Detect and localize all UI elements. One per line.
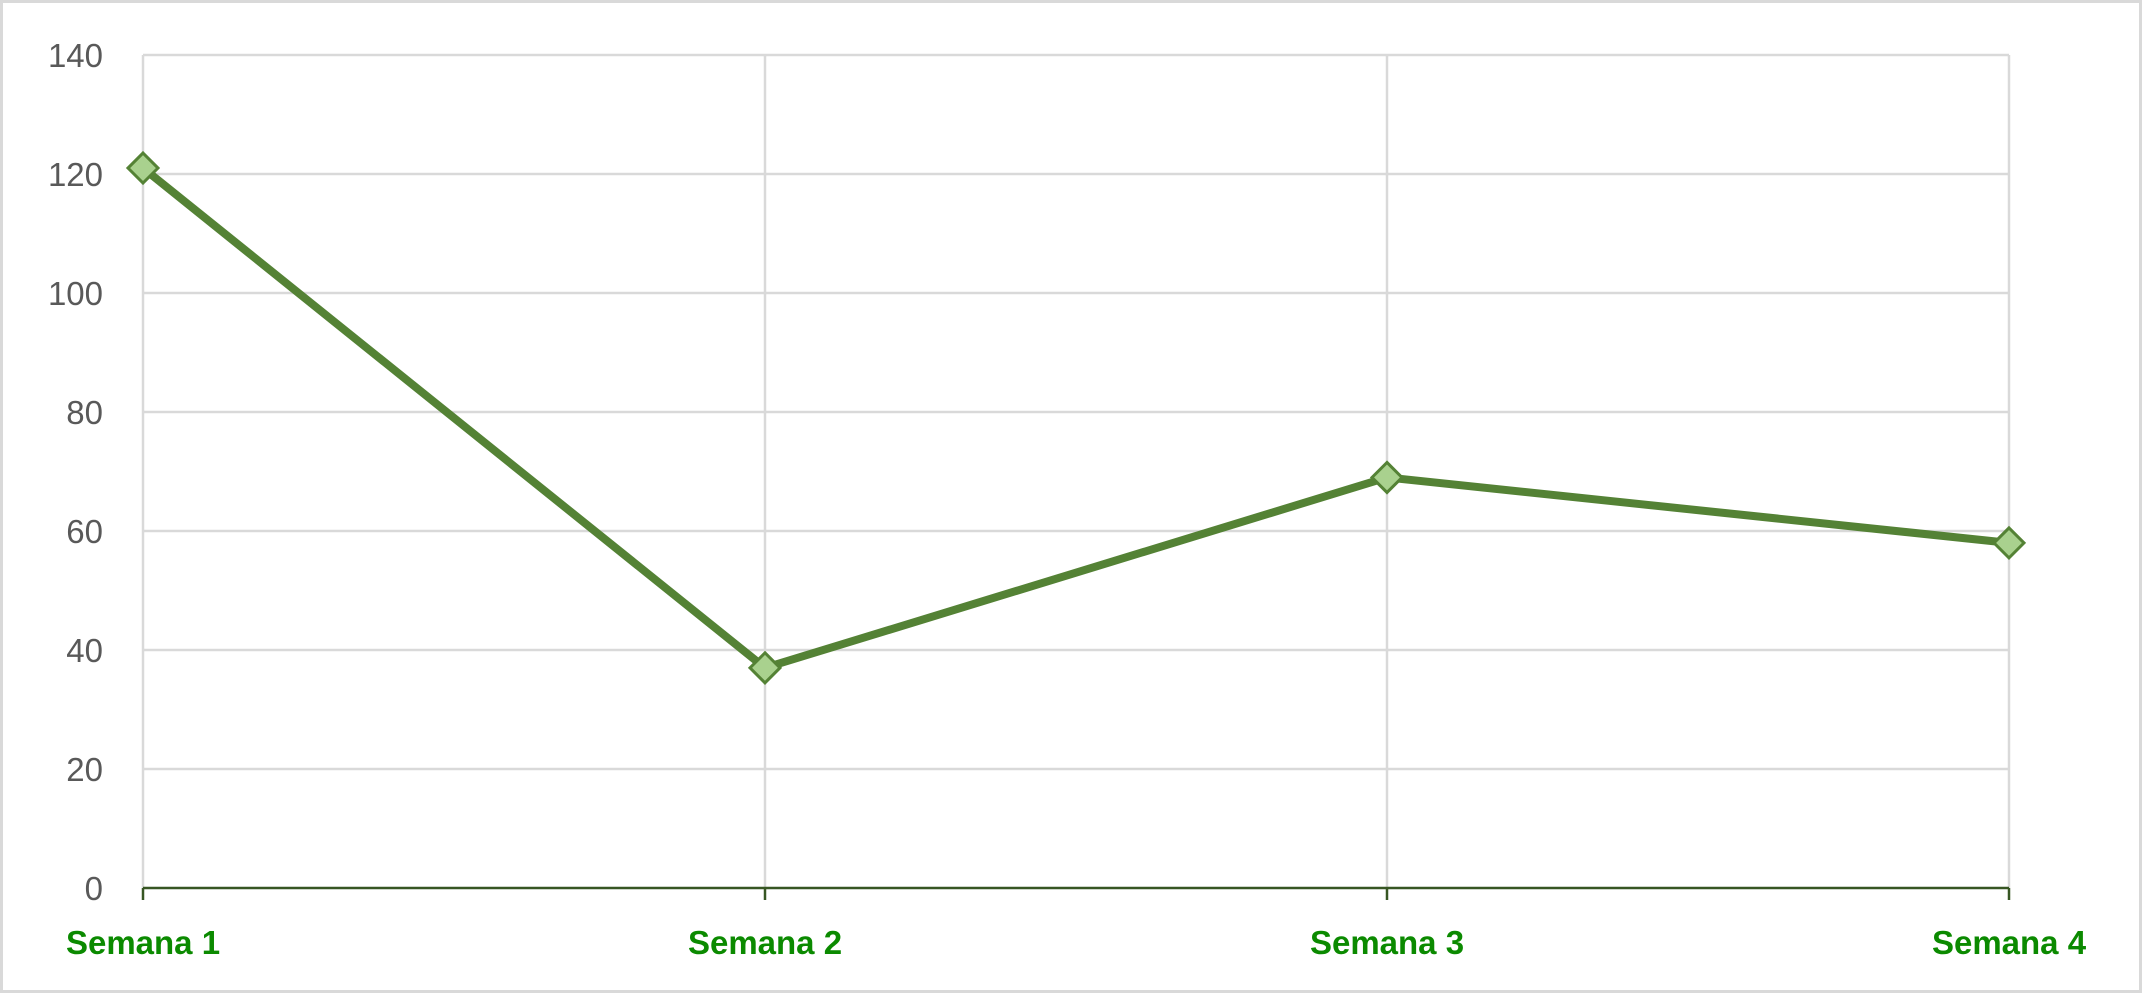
x-axis: [141, 886, 2011, 900]
y-tick-label: 60: [66, 513, 103, 550]
y-tick-label: 40: [66, 632, 103, 669]
y-tick-label: 100: [48, 275, 103, 312]
gridlines: [141, 53, 2011, 888]
data-point-marker: [125, 150, 161, 186]
x-tick-label: Semana 1: [66, 924, 220, 961]
x-axis-tick-labels: Semana 1 Semana 2 Semana 3 Semana 4: [66, 924, 2087, 961]
x-tick-label: Semana 3: [1310, 924, 1464, 961]
y-tick-label: 140: [48, 37, 103, 74]
x-tick-label: Semana 4: [1932, 924, 2087, 961]
y-tick-label: 0: [85, 870, 103, 907]
y-tick-label: 120: [48, 156, 103, 193]
y-tick-label: 20: [66, 751, 103, 788]
data-point-marker: [1369, 460, 1405, 495]
series-line: [139, 164, 2013, 672]
x-tick-label: Semana 2: [688, 924, 842, 961]
y-axis-tick-labels: 0 20 40 60 80 100 120 140: [48, 37, 103, 907]
y-tick-label: 80: [66, 394, 103, 431]
series-layer: [139, 164, 2013, 672]
marker-layer: [125, 150, 2027, 685]
data-point-marker: [1991, 525, 2027, 561]
data-point-marker: [747, 650, 783, 685]
